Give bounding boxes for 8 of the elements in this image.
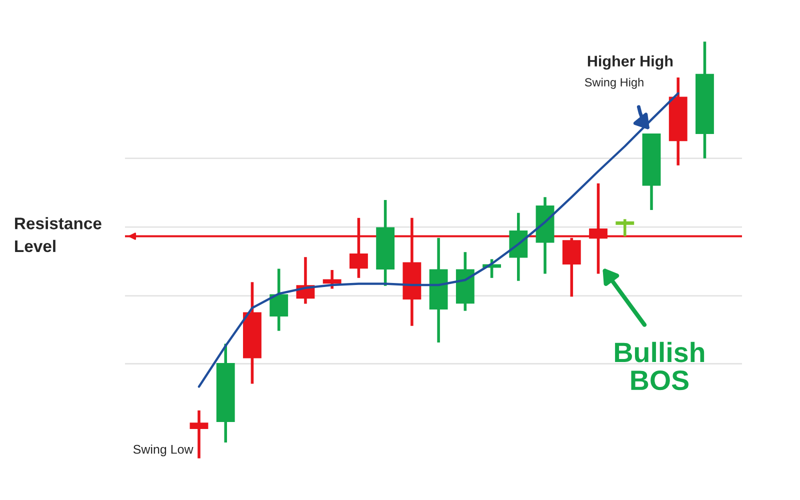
candlestick: [270, 267, 288, 332]
annotation: Higher High: [588, 55, 673, 70]
ref-line-label: Resistance Level: [15, 217, 102, 252]
annotation: Bullish BOS: [615, 342, 704, 390]
annotation: Swing Low: [133, 444, 194, 456]
candlestick: [322, 268, 342, 290]
candlestick: [616, 218, 634, 238]
annotation: Swing High: [584, 78, 644, 89]
